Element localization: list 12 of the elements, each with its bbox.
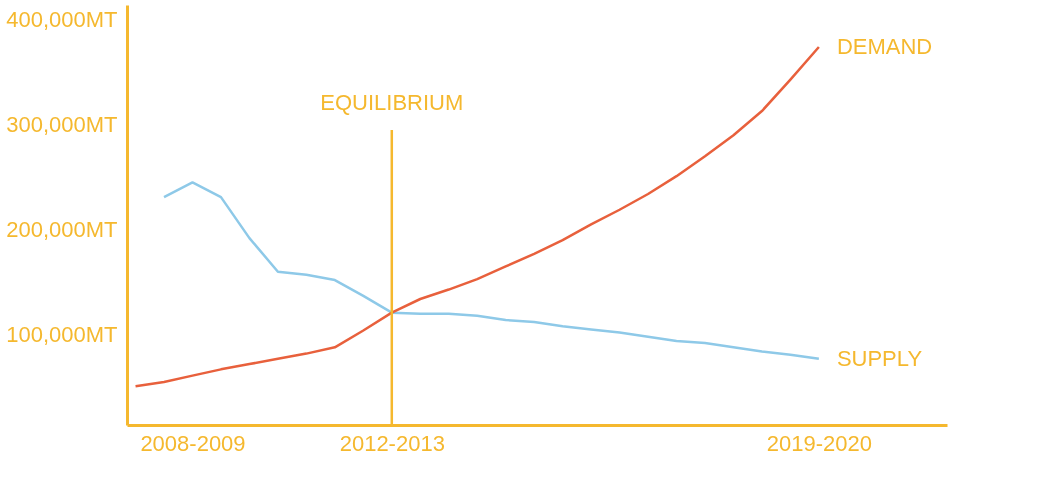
series-label: SUPPLY (836, 345, 923, 371)
x-tick-label: 2019-2020 (766, 430, 872, 456)
line-series (134, 45, 821, 388)
ref-line-label: EQUILIBRIUM (320, 90, 464, 115)
x-tick-label: 2012-2013 (339, 430, 445, 456)
series-label: DEMAND (836, 34, 933, 59)
x-tick-label: 2008-2009 (140, 430, 246, 456)
y-tick-label: 200,000MT (6, 216, 118, 242)
y-tick-label: 100,000MT (6, 321, 118, 347)
line-series (162, 181, 821, 361)
y-tick-label: 400,000MT (6, 6, 118, 32)
y-tick-label: 300,000MT (6, 111, 118, 137)
